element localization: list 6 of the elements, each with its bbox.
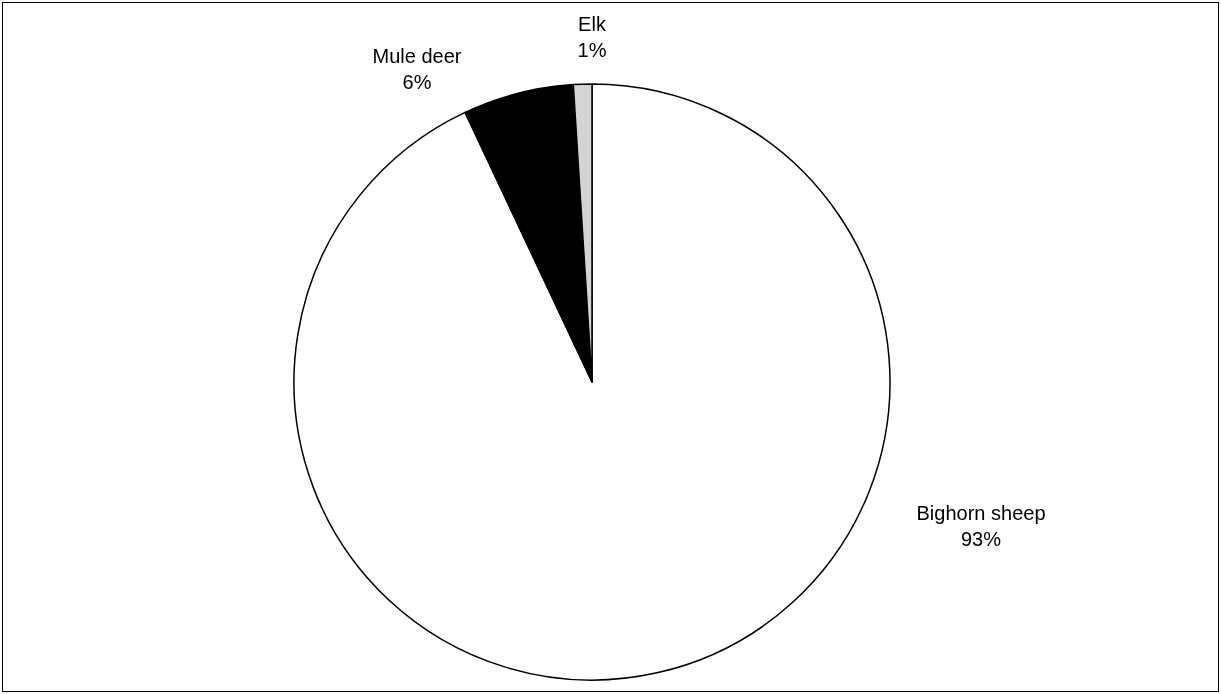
slice-label: Mule deer bbox=[372, 45, 462, 67]
slice-label: Elk bbox=[578, 13, 607, 35]
data-label: 93% bbox=[960, 528, 1002, 550]
data-label: 1% bbox=[577, 39, 607, 61]
slice-label: Bighorn sheep bbox=[916, 502, 1046, 524]
data-label: 6% bbox=[402, 71, 432, 93]
